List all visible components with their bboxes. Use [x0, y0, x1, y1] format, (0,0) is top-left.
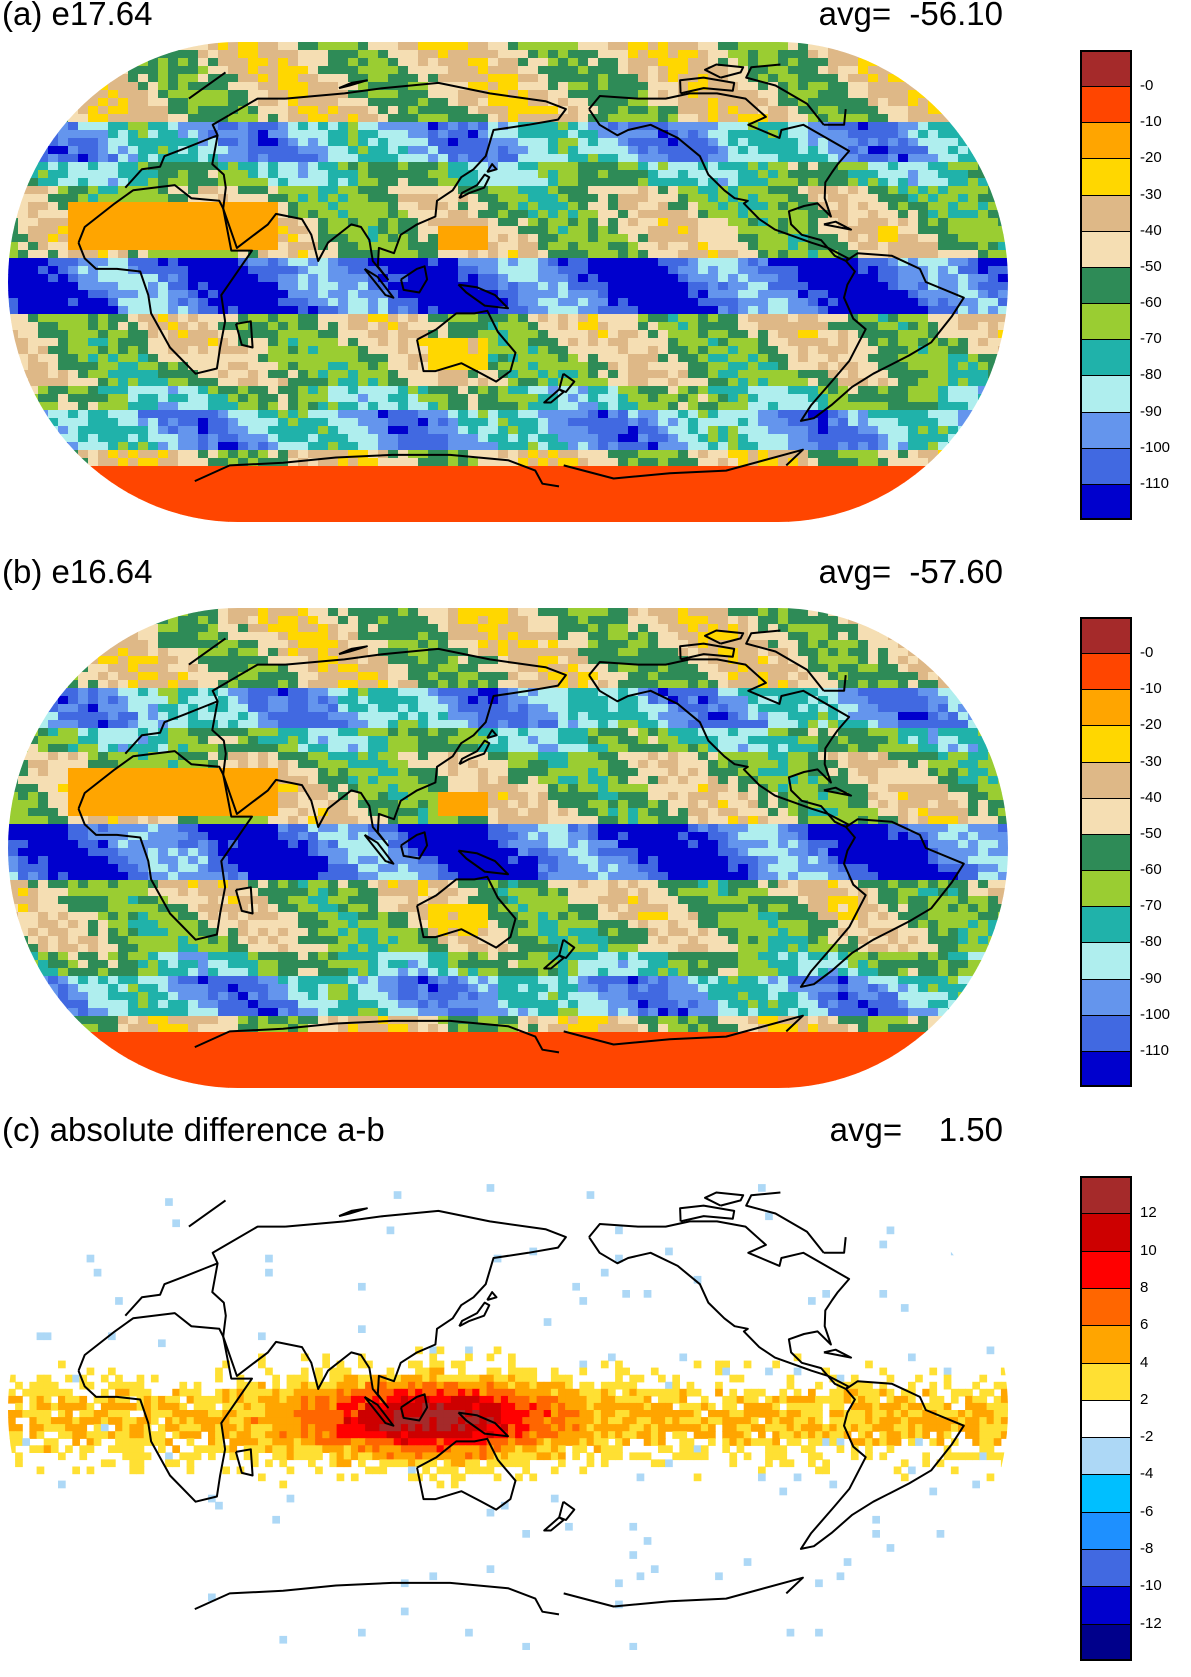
colorbar-swatch	[1080, 122, 1132, 159]
colorbar-tick-label: -30	[1140, 752, 1162, 770]
colorbar-swatch	[1080, 725, 1132, 762]
colorbar-swatch	[1080, 1325, 1132, 1363]
colorbar-swatch	[1080, 86, 1132, 123]
colorbar-tick-label: 6	[1140, 1316, 1149, 1334]
colorbar-swatch	[1080, 375, 1132, 412]
colorbar-swatch	[1080, 1014, 1132, 1051]
colorbar-tick-label: -10	[1140, 113, 1162, 131]
colorbar-swatch	[1080, 1362, 1132, 1400]
colorbar-frame	[1080, 1176, 1132, 1661]
colorbar-tick-label: 10	[1140, 1241, 1157, 1259]
panel-b: (b) e16.64 avg= -57.60 -0 -10 -20 -30 -40 -50…	[0, 554, 1191, 1120]
colorbar-tick-label: -70	[1140, 897, 1162, 915]
panel-a: (a) e17.64 avg= -56.10 -0 -10 -20 -30 -40 -50…	[0, 0, 1191, 560]
colorbar-tick-label: -70	[1140, 330, 1162, 348]
panel-c: (c) absolute difference a-b avg= 1.50 12…	[0, 1112, 1191, 1677]
colorbar-swatch	[1080, 339, 1132, 376]
colorbar-swatch	[1080, 1511, 1132, 1550]
colorbar-swatch	[1080, 230, 1132, 267]
colorbar-swatch	[1080, 761, 1132, 798]
colorbar-swatch	[1080, 833, 1132, 871]
colorbar-tick-label: -40	[1140, 221, 1162, 239]
panel-a-average: avg= -56.10	[818, 0, 1003, 32]
colorbar-tick-label: -50	[1140, 257, 1162, 275]
colorbar-swatch	[1080, 1474, 1132, 1512]
colorbar-tick-label: -0	[1140, 644, 1154, 662]
colorbar-tick-label: -90	[1140, 402, 1162, 420]
colorbar-swatch	[1080, 447, 1132, 484]
colorbar-swatch	[1080, 1399, 1132, 1438]
colorbar-swatch	[1080, 1437, 1132, 1475]
colorbar-swatch	[1080, 483, 1132, 520]
colorbar-tick-label: -10	[1140, 1577, 1162, 1595]
map-field	[8, 1170, 1008, 1650]
colorbar-swatch	[1080, 194, 1132, 231]
colorbar-swatch	[1080, 158, 1132, 195]
colorbar-tick-label: -6	[1140, 1502, 1154, 1520]
map-field	[8, 608, 1008, 1088]
colorbar-tick-label: -20	[1140, 149, 1162, 167]
panel-c-title: (c) absolute difference a-b	[2, 1111, 385, 1148]
panel-c-average: avg= 1.50	[829, 1111, 1003, 1148]
colorbar-frame	[1080, 617, 1132, 1087]
colorbar-tick-label: 2	[1140, 1390, 1149, 1408]
panel-b-title: (b) e16.64	[2, 553, 153, 590]
colorbar-tick-label: 4	[1140, 1353, 1149, 1371]
colorbar-frame	[1080, 50, 1132, 520]
coastlines	[77, 629, 965, 1054]
colorbar-tick-label: -110	[1140, 474, 1169, 492]
panel-a-colorbar: -0 -10 -20 -30 -40 -50 -60 -70 -80 -90 -100 -110	[1080, 50, 1190, 520]
colorbar-swatch	[1080, 266, 1132, 304]
colorbar-tick-label: -0	[1140, 77, 1154, 95]
colorbar-swatch	[1080, 1213, 1132, 1251]
coastlines	[77, 63, 965, 488]
colorbar-tick-label: -10	[1140, 680, 1162, 698]
colorbar-swatch	[1080, 906, 1132, 943]
panel-b-average: avg= -57.60	[818, 553, 1003, 590]
colorbar-swatch	[1080, 303, 1132, 340]
panel-b-colorbar: -0 -10 -20 -30 -40 -50 -60 -70 -80 -90 -100 -110	[1080, 617, 1190, 1087]
colorbar-tick-label: -50	[1140, 824, 1162, 842]
colorbar-swatch	[1080, 1176, 1132, 1214]
colorbar-swatch	[1080, 978, 1132, 1015]
colorbar-swatch	[1080, 1586, 1132, 1624]
colorbar-tick-label: -12	[1140, 1614, 1162, 1632]
colorbar-tick-label: 12	[1140, 1204, 1157, 1222]
colorbar-tick-label: -2	[1140, 1428, 1154, 1446]
colorbar-tick-label: -110	[1140, 1041, 1169, 1059]
colorbar-tick-label: -30	[1140, 185, 1162, 203]
coastlines	[77, 1191, 965, 1616]
colorbar-swatch	[1080, 1549, 1132, 1587]
panel-a-map	[8, 42, 1008, 522]
map-field	[8, 42, 1008, 522]
colorbar-swatch	[1080, 411, 1132, 448]
panel-c-map	[8, 1170, 1008, 1650]
colorbar-swatch	[1080, 1050, 1132, 1087]
colorbar-tick-label: -90	[1140, 969, 1162, 987]
colorbar-tick-label: -100	[1140, 438, 1171, 456]
colorbar-tick-label: -100	[1140, 1005, 1171, 1023]
colorbar-swatch	[1080, 653, 1132, 690]
colorbar-swatch	[1080, 1623, 1132, 1661]
colorbar-tick-label: -60	[1140, 861, 1162, 879]
colorbar-tick-label: -8	[1140, 1540, 1154, 1558]
colorbar-swatch	[1080, 942, 1132, 979]
colorbar-tick-label: -4	[1140, 1465, 1154, 1483]
colorbar-tick-label: -60	[1140, 294, 1162, 312]
colorbar-swatch	[1080, 1250, 1132, 1288]
colorbar-tick-label: -20	[1140, 716, 1162, 734]
colorbar-swatch	[1080, 689, 1132, 726]
colorbar-tick-label: -80	[1140, 933, 1162, 951]
panel-c-colorbar: 12 10 8 6 4 2 -2 -4 -6 -8 -10 -12	[1080, 1176, 1190, 1661]
colorbar-swatch	[1080, 870, 1132, 907]
colorbar-tick-label: 8	[1140, 1278, 1149, 1296]
panel-a-title: (a) e17.64	[2, 0, 153, 32]
colorbar-tick-label: -40	[1140, 788, 1162, 806]
colorbar-swatch	[1080, 1287, 1132, 1326]
panel-b-map	[8, 608, 1008, 1088]
colorbar-tick-label: -80	[1140, 366, 1162, 384]
colorbar-swatch	[1080, 797, 1132, 834]
